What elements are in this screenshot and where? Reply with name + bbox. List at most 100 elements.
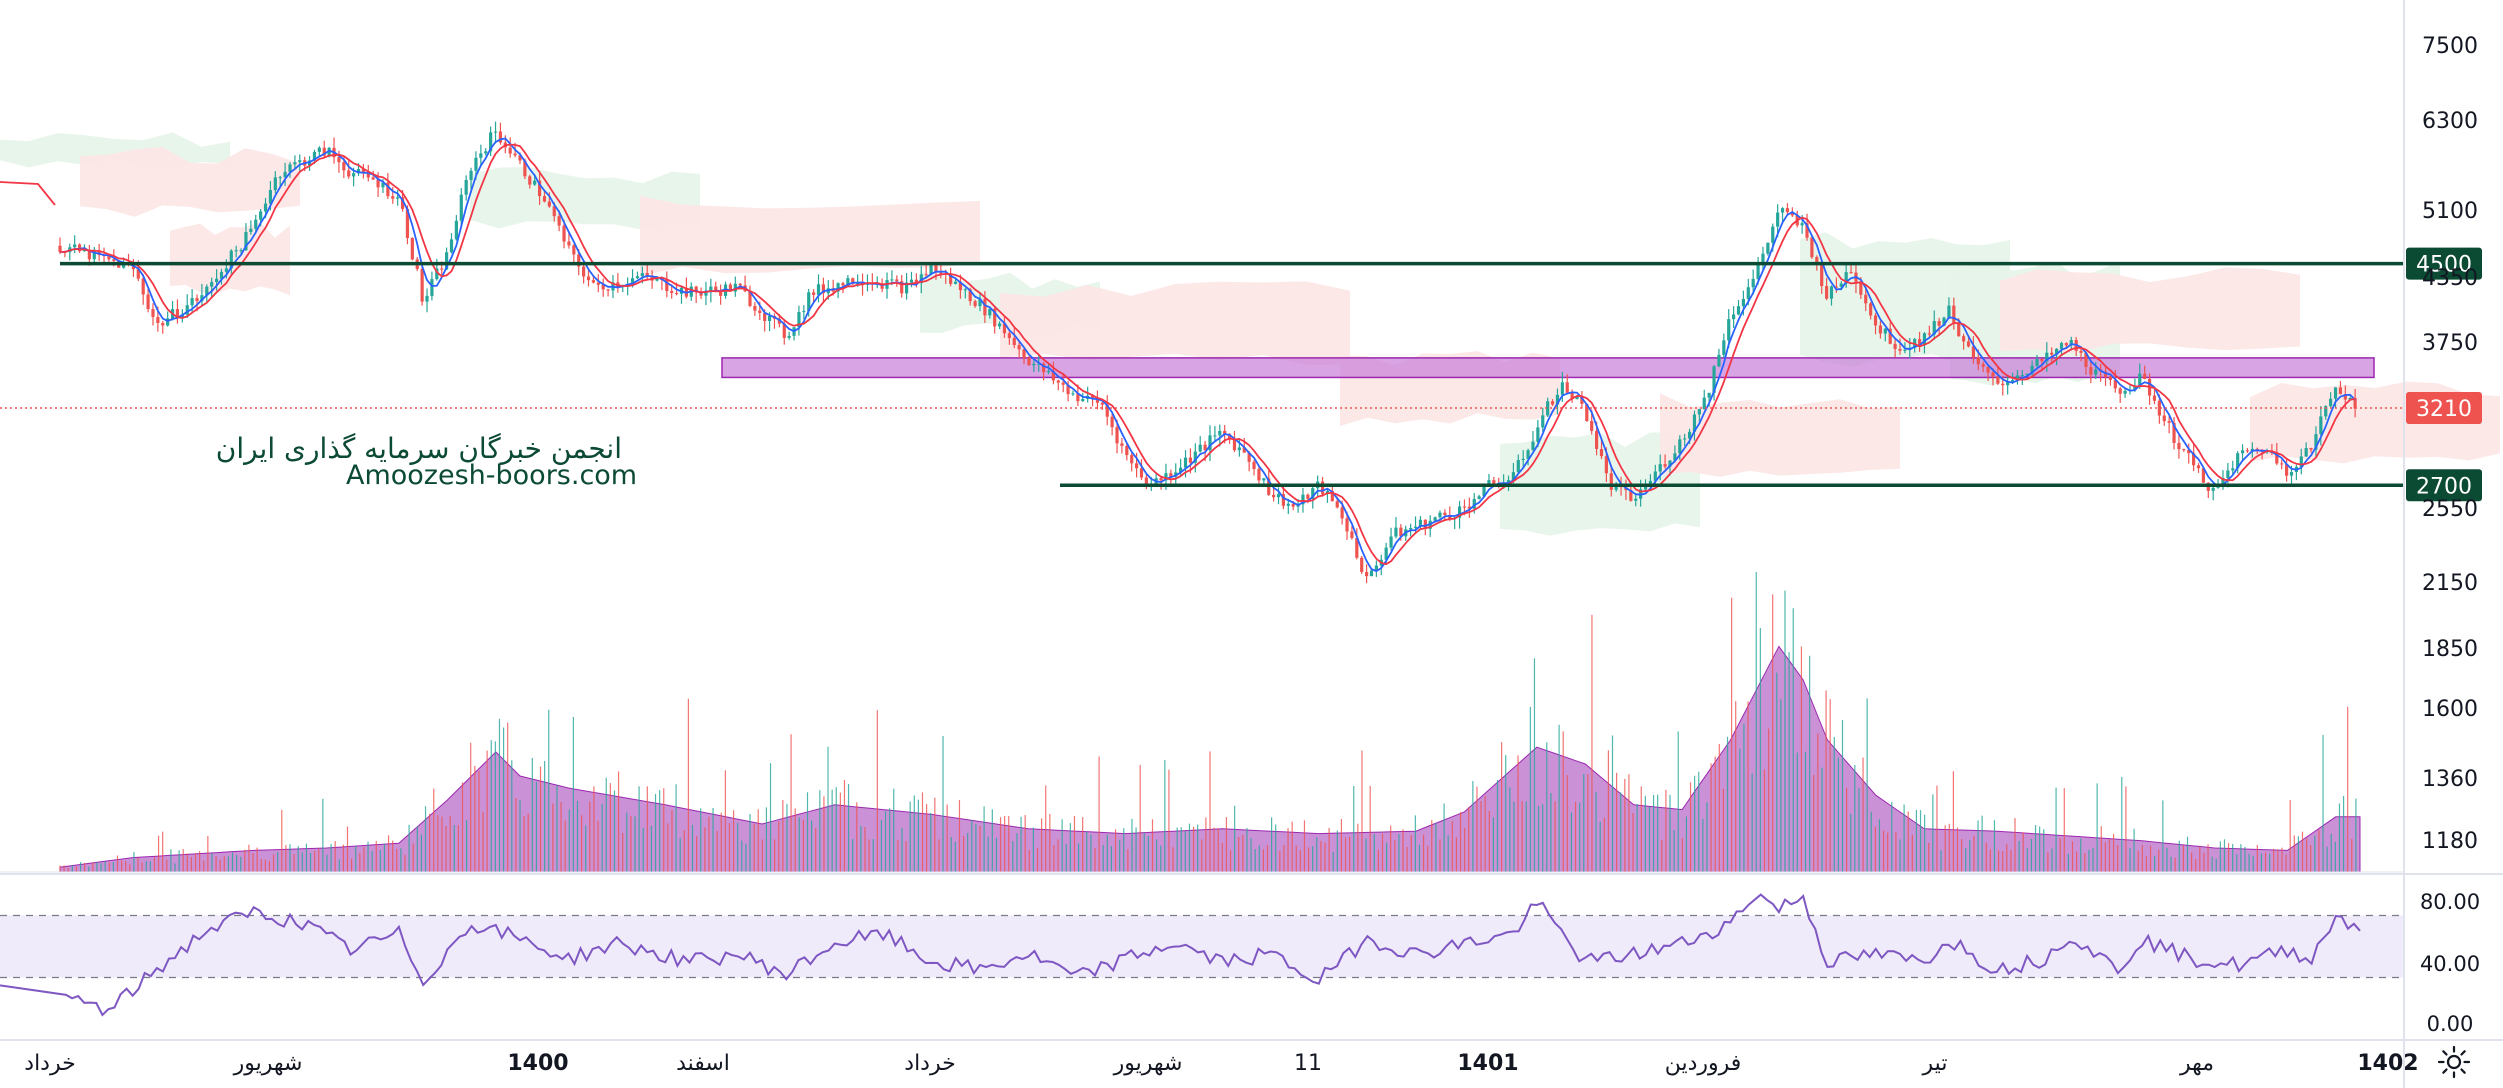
candle-body (1780, 208, 1785, 213)
candle-body (2245, 450, 2250, 452)
candle-body (1585, 403, 1589, 421)
candle-body (2299, 456, 2303, 467)
candle-body (523, 160, 527, 177)
candle-body (2084, 352, 2088, 368)
candle-body (1658, 464, 1662, 472)
candle-body (293, 162, 297, 165)
candle-body (1477, 496, 1481, 499)
candle-body (1570, 392, 1574, 400)
candle-body (2304, 448, 2308, 457)
candle-body (400, 197, 405, 209)
candle-body (356, 169, 361, 174)
candle-body (582, 266, 586, 277)
cloud-patch (1000, 281, 1350, 365)
candle-body (1732, 314, 1736, 320)
candle-body (1873, 315, 1878, 326)
candle-body (1105, 404, 1109, 417)
resistance-zone (721, 357, 2375, 379)
candle-body (273, 177, 277, 191)
candle-body (758, 310, 762, 314)
time-tick-label: شهریور (1113, 1051, 1183, 1076)
time-axis: خرداد شهریور 1400 اسفند خرداد شهریور 11 1401 فرو… (0, 1039, 2503, 1076)
candle-body (1692, 414, 1697, 432)
candle-body (601, 284, 605, 290)
candle-body (821, 284, 826, 294)
candle-body (449, 239, 454, 253)
candle-body (787, 335, 791, 338)
candle-body (1952, 305, 1956, 323)
candle-body (2187, 449, 2191, 454)
candle-body (1487, 480, 1491, 484)
candle-body (1643, 485, 1648, 490)
candle-body (2196, 465, 2201, 469)
candle-body (719, 290, 723, 296)
candle-body (180, 314, 184, 319)
candle-body (1663, 464, 1667, 467)
candle-body (1134, 463, 1139, 469)
candle-body (391, 196, 395, 199)
candle-body (2094, 369, 2098, 375)
candle-body (1986, 366, 1990, 373)
candle-body (1810, 237, 1814, 258)
candle-body (557, 216, 561, 226)
candle-body (214, 278, 219, 283)
level-label: 4500 (2416, 253, 2472, 278)
candle-body (1521, 458, 1525, 461)
candle-body (797, 312, 801, 328)
candle-body (2192, 453, 2196, 466)
candle-body (542, 196, 547, 202)
candle-body (1761, 253, 1765, 265)
candle-body (1081, 398, 1085, 402)
candle-body (2006, 381, 2010, 386)
candle-body (224, 268, 228, 272)
candle-body (1859, 281, 1863, 295)
candle-body (533, 180, 537, 185)
candle-body (268, 190, 273, 204)
watermark-persian: انجمن خبرگان سرمایه گذاری ایران (215, 432, 622, 465)
candle-body (1805, 223, 1809, 238)
settings-icon[interactable] (2436, 1044, 2472, 1080)
candle-body (993, 308, 997, 327)
candle-body (1335, 501, 1339, 508)
candle-body (606, 289, 610, 291)
candle-body (1942, 317, 1946, 326)
last-price-label-box (2406, 392, 2482, 424)
candle-body (454, 220, 458, 240)
candle-body (846, 278, 850, 286)
candle-body (1262, 478, 1266, 481)
candle-body (1629, 490, 1633, 501)
time-tick-label: 1402 (2357, 1051, 2418, 1076)
candle-body (1824, 286, 1829, 299)
price-tick-label: 4350 (2422, 266, 2478, 291)
candle-body (263, 203, 268, 212)
candle-body (1683, 438, 1687, 440)
candle-body (1898, 348, 1902, 351)
candle-body (914, 279, 918, 284)
candle-body (1399, 527, 1403, 537)
time-tick-label: اسفند (676, 1051, 730, 1076)
candle-body (1717, 354, 1721, 367)
candle-body (1746, 287, 1750, 299)
candle-body (1389, 536, 1393, 548)
candle-body (2201, 468, 2206, 483)
candle-body (1281, 494, 1286, 506)
candle-body (1864, 294, 1868, 304)
candle-body (1932, 321, 1936, 335)
candle-body (312, 151, 317, 161)
rsi-tick-label: 0.00 (2427, 1012, 2474, 1036)
candle-body (2162, 415, 2166, 422)
candle-body (352, 173, 356, 177)
candle-body (1922, 333, 1927, 345)
candle-body (2123, 390, 2127, 394)
candle-body (1966, 341, 1971, 347)
candle-body (1384, 547, 1388, 560)
candle-body (1448, 515, 1452, 519)
candle-body (288, 164, 292, 172)
candle-body (1242, 447, 1246, 453)
candle-body (1360, 557, 1364, 572)
candle-body (1007, 333, 1011, 339)
candle-body (322, 147, 326, 156)
candle-body (1443, 512, 1447, 516)
price-tick-label: 7500 (2422, 34, 2478, 59)
